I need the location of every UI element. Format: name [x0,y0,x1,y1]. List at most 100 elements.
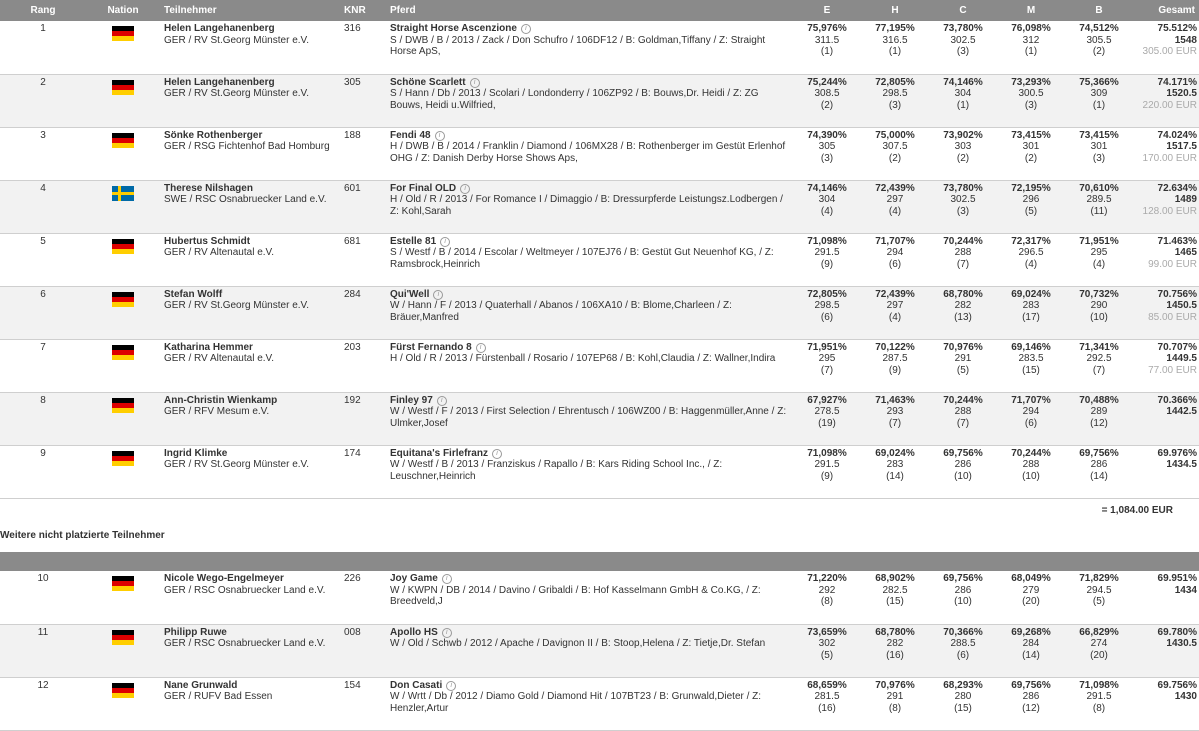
horse-name[interactable]: For Final OLD i [390,183,789,195]
score-cell: 72,805% 298.5 (3) [861,74,929,128]
horse-name[interactable]: Estelle 81 i [390,236,789,248]
knr-cell: 681 [340,233,386,287]
info-icon[interactable]: i [436,395,447,406]
horse-name[interactable]: Straight Horse Ascenzione i [390,23,789,35]
column-header[interactable]: Nation [86,0,160,21]
score-place: (4) [1092,258,1106,270]
column-header[interactable]: Teilnehmer [160,0,340,21]
score-place: (7) [956,258,970,270]
score-cell: 71,463% 293 (7) [861,392,929,446]
rider-name[interactable]: Sönke Rothenberger [164,129,263,141]
table-row: 11 Philipp Ruwe GER / RSC Osnabruecker Lan… [0,624,1199,678]
rider-name[interactable]: Therese Nilshagen [164,182,253,194]
score-points: 305.5 [1086,34,1112,46]
column-header[interactable]: B [1065,0,1133,21]
score-cell: 68,049% 279 (20) [997,571,1065,625]
score-points: 294 [886,247,904,258]
prize-money: 99.00 EUR [1148,258,1197,270]
score-points: 301 [1090,141,1108,152]
horse-name[interactable]: Equitana's Firlefranz i [390,448,789,460]
score-place: (15) [1022,364,1040,376]
horse-name[interactable]: Qui'Well i [390,289,789,301]
info-icon[interactable]: i [433,289,444,300]
score-place: (12) [1022,702,1040,714]
score-percent: 71,098% [807,235,847,247]
info-icon[interactable]: i [434,130,445,141]
score-percent: 69,024% [875,447,915,459]
score-place: (12) [1090,417,1108,429]
horse-name[interactable]: Schöne Scarlett i [390,77,789,89]
score-cell: 70,244% 288 (7) [929,233,997,287]
info-icon[interactable]: i [441,627,452,638]
score-percent: 73,780% [943,23,983,34]
score-cell: 70,244% 288 (10) [997,445,1065,499]
horse-name[interactable]: Don Casati i [390,680,789,692]
info-icon[interactable]: i [446,680,457,691]
rider-name[interactable]: Helen Langehanenberg [164,76,275,88]
info-icon[interactable]: i [491,448,502,459]
score-points: 279 [1022,584,1040,596]
horse-details: W / Westf / B / 2013 / Franziskus / Rapa… [390,459,723,482]
score-place: (3) [956,46,970,57]
rank-cell: 1 [0,21,86,75]
rider-name[interactable]: Helen Langehanenberg [164,23,275,34]
rider-name[interactable]: Ingrid Klimke [164,447,228,459]
score-place: (10) [1090,311,1108,323]
score-percent: 68,049% [1011,573,1051,584]
column-header[interactable]: Gesamt [1133,0,1199,21]
info-icon[interactable]: i [440,236,451,247]
score-points: 293 [886,406,904,417]
column-header[interactable]: C [929,0,997,21]
rider-name[interactable]: Nane Grunwald [164,679,238,691]
column-header[interactable]: E [793,0,861,21]
nation-cell [86,445,160,499]
nation-cell [86,286,160,340]
knr-cell: 154 [340,677,386,731]
rider-name[interactable]: Ann-Christin Wienkamp [164,394,278,406]
score-percent: 69,756% [943,573,983,584]
score-cell: 72,317% 296.5 (4) [997,233,1065,287]
rider-name[interactable]: Philipp Ruwe [164,626,227,638]
info-icon[interactable]: i [520,24,531,34]
horse-name[interactable]: Apollo HS i [390,627,789,639]
score-cell: 72,439% 297 (4) [861,180,929,234]
rider-name[interactable]: Hubertus Schmidt [164,235,251,247]
horse-name[interactable]: Fendi 48 i [390,130,789,142]
total-percent: 70.366% [1157,394,1197,406]
score-points: 302 [818,638,836,649]
info-icon[interactable]: i [469,77,480,88]
prize-money: 77.00 EUR [1148,364,1197,376]
info-icon[interactable]: i [475,342,486,353]
nation-cell [86,677,160,731]
rider-name[interactable]: Katharina Hemmer [164,341,253,353]
info-icon[interactable]: i [460,183,471,194]
horse-name[interactable]: Joy Game i [390,573,789,585]
score-cell: 70,122% 287.5 (9) [861,339,929,393]
score-percent: 73,902% [943,129,983,141]
rider-name[interactable]: Stefan Wolff [164,288,223,300]
rider-name[interactable]: Nicole Wego-Engelmeyer [164,573,284,584]
info-icon[interactable]: i [441,574,452,584]
column-header[interactable]: H [861,0,929,21]
column-header[interactable]: Rang [0,0,86,21]
section-title: Weitere nicht platzierte Teilnehmer [0,530,165,541]
score-percent: 77,195% [875,23,915,34]
knr-cell: 192 [340,392,386,446]
score-percent: 75,000% [875,129,915,141]
horse-name[interactable]: Finley 97 i [390,395,789,407]
column-header[interactable]: Pferd [386,0,793,21]
knr-cell: 284 [340,286,386,340]
score-cell: 71,951% 295 (4) [1065,233,1133,287]
column-header[interactable]: M [997,0,1065,21]
score-cell: 71,098% 291.5 (9) [793,233,861,287]
score-cell: 71,707% 294 (6) [997,392,1065,446]
nation-cell [86,392,160,446]
column-header[interactable]: KNR [340,0,386,21]
total-cell: 74.171% 1520.5 220.00 EUR [1133,74,1199,128]
rider-club: GER / RV St.Georg Münster e.V. [164,300,310,311]
score-percent: 68,659% [807,679,847,691]
score-cell: 73,780% 302.5 (3) [929,180,997,234]
score-percent: 70,976% [943,341,983,353]
score-percent: 71,098% [1079,679,1119,691]
